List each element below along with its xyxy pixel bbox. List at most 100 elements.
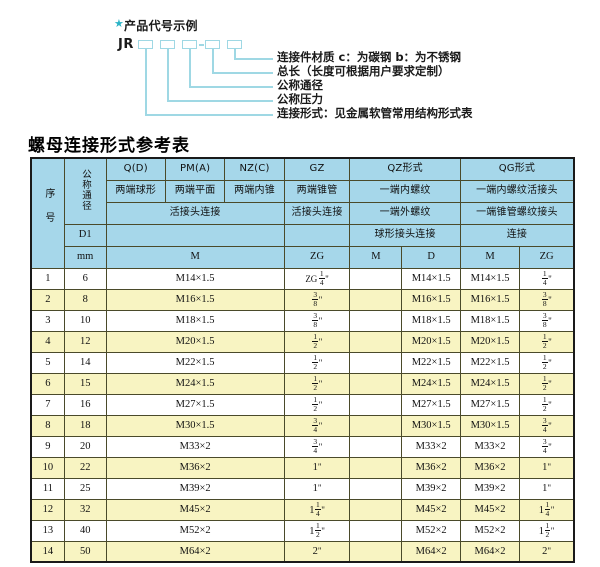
cell-qz-d: M27×1.5: [401, 393, 461, 416]
header-index: 序号: [30, 157, 65, 269]
table-row: 13 40 M52×2 1 1 2 " M52×2 M52×2 1 1 2 ": [30, 519, 575, 542]
cell-thread-m: M14×1.5: [105, 267, 285, 290]
cell-qz-m: [349, 477, 403, 500]
header-d1-label: D1: [63, 223, 107, 247]
cell-gz-zg: 1 1 2 ": [283, 519, 351, 542]
table-row: 9 20 M33×2 3 4 " M33×2 M33×2 3 4 ": [30, 435, 575, 458]
page-title: 螺母连接形式参考表: [28, 136, 190, 156]
leader-line-2-v: [212, 49, 214, 73]
cell-qz-m: [349, 435, 403, 458]
diagram-heading: 产品代号示例: [124, 19, 198, 33]
header-group-qz-code: QZ形式: [349, 157, 461, 181]
cell-gz-zg: 3 8 ": [283, 288, 351, 311]
header-qg-zg: ZG: [519, 245, 575, 269]
cell-qg-m: M18×1.5: [459, 309, 521, 332]
cell-thread-m: M27×1.5: [105, 393, 285, 416]
table-row: 5 14 M22×1.5 1 2 " M22×1.5 M22×1.5 1 2 ": [30, 351, 575, 374]
header-mm-unit: mm: [63, 245, 107, 269]
cell-qg-m: M20×1.5: [459, 330, 521, 353]
table-head: 序号 公称通径 Q(D) PM(A) NZ(C) GZ QZ形式 QG形式 两端…: [30, 157, 575, 269]
table-row: 11 25 M39×2 1" M39×2 M39×2 1": [30, 477, 575, 500]
diagram-label-connection-type: 连接形式：见金属软管常用结构形式表: [277, 106, 473, 120]
leader-line-4-v: [167, 49, 169, 101]
cell-gz-zg: 1": [283, 477, 351, 500]
product-code-diagram: ★ 产品代号示例 JR 连接件材质 c：为碳钢 b：为不锈钢 总长（长度可根据用…: [0, 0, 600, 128]
cell-gz-zg: 1 2 ": [283, 351, 351, 374]
header-row-desc2: 活接头连接 活接头连接 一端外螺纹 一端锥管螺纹接头: [31, 201, 575, 225]
cell-qz-d: M45×2: [401, 498, 461, 521]
diagram-label-nominal-pressure: 公称压力: [277, 92, 323, 106]
cell-index: 11: [30, 477, 65, 500]
cell-thread-m: M30×1.5: [105, 414, 285, 437]
table-row: 6 15 M24×1.5 1 2 " M24×1.5 M24×1.5 1 2 ": [30, 372, 575, 395]
code-box-3: [182, 40, 197, 49]
cell-qz-m: [349, 393, 403, 416]
cell-qg-zg: 3 8 ": [519, 309, 575, 332]
table-row: 7 16 M27×1.5 1 2 " M27×1.5 M27×1.5 1 2 ": [30, 393, 575, 416]
cell-qg-zg: 1 1 2 ": [519, 519, 575, 542]
cell-qz-d: M24×1.5: [401, 372, 461, 395]
diagram-label-nominal-bore: 公称通径: [277, 78, 323, 92]
table-row: 10 22 M36×2 1" M36×2 M36×2 1": [30, 456, 575, 479]
cell-qz-m: [349, 351, 403, 374]
cell-thread-m: M20×1.5: [105, 330, 285, 353]
cell-qg-m: M45×2: [459, 498, 521, 521]
cell-qg-m: M39×2: [459, 477, 521, 500]
leader-line-5-v: [145, 49, 147, 115]
cell-qz-m: [349, 288, 403, 311]
header-qg-connection: 连接: [459, 223, 575, 247]
cell-qg-zg: 3 8 ": [519, 288, 575, 311]
cell-qg-m: M22×1.5: [459, 351, 521, 374]
cell-gz-zg: 1": [283, 456, 351, 479]
cell-qz-d: M36×2: [401, 456, 461, 479]
cell-qz-d: M14×1.5: [401, 267, 461, 290]
table-row: 14 50 M64×2 2" M64×2 M64×2 2": [30, 540, 575, 563]
header-row-code: 序号 公称通径 Q(D) PM(A) NZ(C) GZ QZ形式 QG形式: [30, 157, 575, 269]
code-box-4: [205, 40, 220, 49]
cell-qg-m: M52×2: [459, 519, 521, 542]
leader-line-1-v: [234, 49, 236, 59]
cell-nominal-bore: 6: [63, 267, 107, 290]
header-qg-union: 一端锥管螺纹接头: [459, 201, 575, 225]
diagram-label-total-length: 总长（长度可根据用户要求定制）: [277, 64, 450, 78]
cell-qz-d: M16×1.5: [401, 288, 461, 311]
cell-qz-d: M33×2: [401, 435, 461, 458]
cell-thread-m: M52×2: [105, 519, 285, 542]
header-group-qd-code: Q(D): [105, 157, 166, 181]
header-qz-d: D: [401, 245, 461, 269]
cell-thread-m: M64×2: [105, 540, 285, 563]
header-gz-blank: [283, 223, 351, 247]
cell-nominal-bore: 25: [63, 477, 107, 500]
cell-gz-zg: 1 2 ": [283, 393, 351, 416]
cell-qz-d: M22×1.5: [401, 351, 461, 374]
code-box-2: [160, 40, 175, 49]
header-qd-blank: [105, 223, 285, 247]
code-prefix: JR: [118, 37, 134, 52]
cell-qg-zg: 1": [519, 456, 575, 479]
header-qd-m: M: [105, 245, 285, 269]
cell-qz-d: M64×2: [401, 540, 461, 563]
header-nominal-bore: 公称通径: [63, 157, 107, 225]
leader-line-1-h: [234, 58, 273, 60]
leader-line-5-h: [145, 114, 273, 116]
nut-connection-table-wrap: 序号 公称通径 Q(D) PM(A) NZ(C) GZ QZ形式 QG形式 两端…: [30, 157, 575, 563]
header-gz-zg: ZG: [283, 245, 351, 269]
cell-qg-m: M30×1.5: [459, 414, 521, 437]
cell-qg-zg: 1 2 ": [519, 351, 575, 374]
nut-connection-table: 序号 公称通径 Q(D) PM(A) NZ(C) GZ QZ形式 QG形式 两端…: [30, 157, 575, 563]
table-row: 12 32 M45×2 1 1 4 " M45×2 M45×2 1 1 4 ": [30, 498, 575, 521]
cell-qg-zg: 1 2 ": [519, 330, 575, 353]
cell-index: 13: [30, 519, 65, 542]
header-qz-m: M: [349, 245, 403, 269]
cell-qg-zg: 3 4 ": [519, 435, 575, 458]
cell-nominal-bore: 16: [63, 393, 107, 416]
cell-qg-m: M36×2: [459, 456, 521, 479]
header-group-qg-code: QG形式: [459, 157, 575, 181]
code-separator: [199, 44, 204, 46]
leader-line-3-v: [189, 49, 191, 87]
star-icon: ★: [114, 18, 124, 30]
cell-gz-zg: 1 2 ": [283, 330, 351, 353]
cell-qg-zg: 1": [519, 477, 575, 500]
cell-nominal-bore: 14: [63, 351, 107, 374]
cell-qg-zg: 1 1 4 ": [519, 498, 575, 521]
